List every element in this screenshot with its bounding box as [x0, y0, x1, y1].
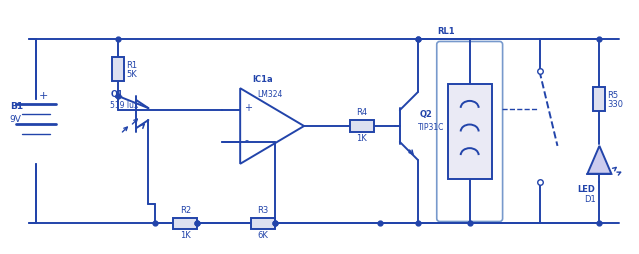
Bar [350, 120, 374, 132]
Text: 519 lux: 519 lux [111, 101, 139, 110]
Text: B1: B1 [10, 102, 23, 110]
Text: LED: LED [578, 185, 596, 194]
Text: -: - [244, 135, 248, 145]
Text: R4: R4 [357, 108, 367, 117]
Text: 9V: 9V [10, 115, 22, 123]
Text: LM324: LM324 [258, 90, 283, 99]
Text: TIP31C: TIP31C [418, 122, 444, 132]
Text: D1: D1 [585, 195, 596, 204]
Bar [594, 87, 605, 111]
Text: IC1a: IC1a [252, 75, 272, 84]
Bar [173, 217, 197, 229]
Text: Q1: Q1 [111, 90, 123, 99]
Text: 6K: 6K [258, 231, 268, 241]
Text: RL1: RL1 [438, 27, 456, 37]
Text: +: + [38, 91, 48, 101]
Bar [251, 217, 275, 229]
Text: R5: R5 [608, 91, 619, 100]
Text: R3: R3 [258, 205, 269, 215]
Bar [448, 84, 491, 179]
Text: Q2: Q2 [420, 109, 433, 119]
Bar [112, 57, 125, 81]
Polygon shape [587, 146, 612, 174]
Text: 1K: 1K [180, 231, 190, 241]
Text: R1: R1 [127, 61, 137, 70]
Text: 330: 330 [608, 100, 624, 109]
Text: 1K: 1K [357, 134, 367, 143]
Text: R2: R2 [180, 205, 191, 215]
Text: 5K: 5K [127, 70, 137, 79]
Text: +: + [244, 103, 252, 113]
